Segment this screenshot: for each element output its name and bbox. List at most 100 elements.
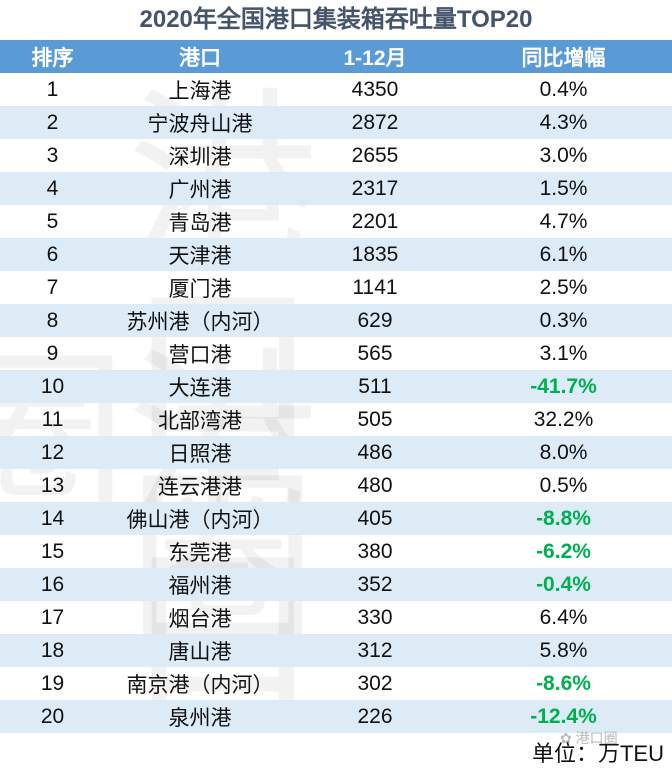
cell-yoy-growth: 4.3% xyxy=(455,106,672,139)
cell-rank: 2 xyxy=(0,106,105,139)
table-row: 17 烟台港 330 6.4% xyxy=(0,601,672,634)
cell-volume: 2201 xyxy=(351,209,399,233)
cell-port: 南京港（内河） xyxy=(126,673,274,697)
table-row: 8 苏州港（内河） 629 0.3% xyxy=(0,304,672,337)
cell-rank: 13 xyxy=(40,473,65,497)
cell-volume: 480 xyxy=(357,473,393,497)
cell-port: 青岛港 xyxy=(168,211,232,235)
cell-port: 佛山港（内河） xyxy=(105,502,295,535)
cell-yoy-growth: -41.7% xyxy=(455,370,672,403)
header-yoy-growth: 同比增幅 xyxy=(455,40,672,73)
wechat-logo: ✿ 港口圈 xyxy=(560,730,618,746)
cell-port: 营口港 xyxy=(168,343,232,367)
cell-volume: 226 xyxy=(295,700,455,733)
cell-volume: 1141 xyxy=(352,275,398,299)
unit-label: 单位：万TEU xyxy=(531,741,664,766)
cell-rank: 18 xyxy=(0,634,105,667)
cell-port: 福州港 xyxy=(105,568,295,601)
cell-volume: 565 xyxy=(357,341,393,365)
cell-rank: 3 xyxy=(46,143,59,167)
cell-rank: 9 xyxy=(46,341,59,365)
cell-rank: 15 xyxy=(40,539,65,563)
cell-yoy-growth: 6.1% xyxy=(455,238,672,271)
header-rank: 排序 xyxy=(0,40,105,73)
cell-yoy-growth: 5.8% xyxy=(455,634,672,667)
cell-port: 厦门港 xyxy=(168,277,232,301)
cell-port: 北部湾港 xyxy=(158,409,242,433)
cell-port: 苏州港（内河） xyxy=(105,304,295,337)
cell-port: 广州港 xyxy=(105,172,295,205)
cell-volume: 2317 xyxy=(295,172,455,205)
cell-rank: 10 xyxy=(0,370,105,403)
cell-yoy-growth: 3.1% xyxy=(539,341,588,365)
cell-rank: 6 xyxy=(0,238,105,271)
table-row: 20 泉州港 226 -12.4% xyxy=(0,700,672,733)
cell-volume: 486 xyxy=(295,436,455,469)
cell-rank: 19 xyxy=(40,671,65,695)
cell-rank: 1 xyxy=(46,77,59,101)
cell-rank: 20 xyxy=(0,700,105,733)
cell-yoy-growth: 32.2% xyxy=(533,407,594,431)
cell-yoy-growth: -12.4% xyxy=(455,700,672,733)
table-title: 2020年全国港口集装箱吞吐量TOP20 xyxy=(139,6,533,33)
cell-port: 东莞港 xyxy=(168,541,232,565)
cell-yoy-growth: 1.5% xyxy=(455,172,672,205)
table-row: 12 日照港 486 8.0% xyxy=(0,436,672,469)
cell-yoy-growth: 0.4% xyxy=(539,77,588,101)
cell-volume: 302 xyxy=(357,671,393,695)
cell-port: 宁波舟山港 xyxy=(105,106,295,139)
cell-volume: 380 xyxy=(357,539,393,563)
port-throughput-table: 排序 港口 1-12月 同比增幅 1 上海港 4350 0.4% 2 宁波舟山港 2872 4.3%… xyxy=(0,40,672,733)
cell-yoy-growth: 2.5% xyxy=(539,275,588,299)
cell-port: 深圳港 xyxy=(168,145,232,169)
cell-yoy-growth: -6.2% xyxy=(536,539,591,563)
cell-volume: 330 xyxy=(357,605,393,629)
cell-yoy-growth: -8.8% xyxy=(455,502,672,535)
cell-yoy-growth: 4.7% xyxy=(539,209,588,233)
cell-port: 连云港港 xyxy=(158,475,242,499)
cell-yoy-growth: 0.5% xyxy=(539,473,588,497)
cell-volume: 2655 xyxy=(351,143,399,167)
cell-yoy-growth: 3.0% xyxy=(539,143,588,167)
cell-rank: 12 xyxy=(0,436,105,469)
table-row: 13 连云港港 480 0.5% xyxy=(0,469,672,502)
table-row: 11 北部湾港 505 32.2% xyxy=(0,403,672,436)
table-row: 2 宁波舟山港 2872 4.3% xyxy=(0,106,672,139)
cell-port: 天津港 xyxy=(105,238,295,271)
cell-rank: 4 xyxy=(0,172,105,205)
table-row: 7 厦门港 1141 2.5% xyxy=(0,271,672,304)
cell-volume: 2872 xyxy=(295,106,455,139)
table-row: 3 深圳港 2655 3.0% xyxy=(0,139,672,172)
cell-volume: 511 xyxy=(295,370,455,403)
cell-rank: 14 xyxy=(0,502,105,535)
cell-rank: 11 xyxy=(41,407,64,431)
cell-yoy-growth: 6.4% xyxy=(539,605,588,629)
cell-yoy-growth: -0.4% xyxy=(455,568,672,601)
cell-rank: 16 xyxy=(0,568,105,601)
table-row: 10 大连港 511 -41.7% xyxy=(0,370,672,403)
cell-port: 烟台港 xyxy=(168,607,232,631)
cell-port: 泉州港 xyxy=(105,700,295,733)
table-row: 5 青岛港 2201 4.7% xyxy=(0,205,672,238)
header-port: 港口 xyxy=(105,40,295,73)
cell-volume: 312 xyxy=(295,634,455,667)
cell-volume: 4350 xyxy=(351,77,399,101)
header-row: 排序 港口 1-12月 同比增幅 xyxy=(0,40,672,73)
cell-rank: 7 xyxy=(46,275,59,299)
table-row: 9 营口港 565 3.1% xyxy=(0,337,672,370)
cell-port: 大连港 xyxy=(105,370,295,403)
cell-port: 唐山港 xyxy=(105,634,295,667)
cell-port: 日照港 xyxy=(105,436,295,469)
cell-volume: 352 xyxy=(295,568,455,601)
table-row: 16 福州港 352 -0.4% xyxy=(0,568,672,601)
cell-volume: 405 xyxy=(295,502,455,535)
cell-volume: 1835 xyxy=(295,238,455,271)
table-row: 18 唐山港 312 5.8% xyxy=(0,634,672,667)
cell-rank: 17 xyxy=(40,605,65,629)
table-row: 4 广州港 2317 1.5% xyxy=(0,172,672,205)
table-row: 15 东莞港 380 -6.2% xyxy=(0,535,672,568)
cell-yoy-growth: -8.6% xyxy=(536,671,591,695)
cell-yoy-growth: 0.3% xyxy=(455,304,672,337)
cell-rank: 5 xyxy=(46,209,59,233)
table-row: 19 南京港（内河） 302 -8.6% xyxy=(0,667,672,700)
